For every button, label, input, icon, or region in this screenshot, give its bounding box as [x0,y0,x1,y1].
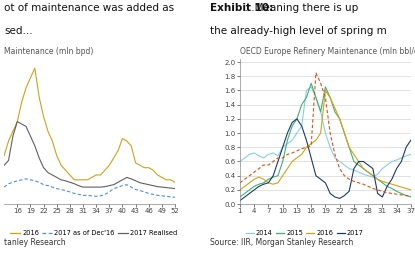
Text: Maintenance (mln bpd): Maintenance (mln bpd) [4,47,93,56]
Text: OECD Europe Refinery Maintenance (mln bbl/d): OECD Europe Refinery Maintenance (mln bb… [240,47,415,56]
Text: tanley Research: tanley Research [4,238,66,247]
Text: the already-high level of spring m: the already-high level of spring m [210,26,386,36]
Text: ot of maintenance was added as: ot of maintenance was added as [4,3,174,12]
Text: sed...: sed... [4,26,33,36]
Legend: 2014, 2015, 2016, 2017: 2014, 2015, 2016, 2017 [243,228,366,239]
Text: ...Meaning there is up: ...Meaning there is up [238,3,358,12]
Legend: 2016, 2017 as of Dec'16, 2017 Realised: 2016, 2017 as of Dec'16, 2017 Realised [7,228,180,239]
Text: Exhibit 10:: Exhibit 10: [210,3,273,12]
Text: Source: IIR, Morgan Stanley Research: Source: IIR, Morgan Stanley Research [210,238,353,247]
